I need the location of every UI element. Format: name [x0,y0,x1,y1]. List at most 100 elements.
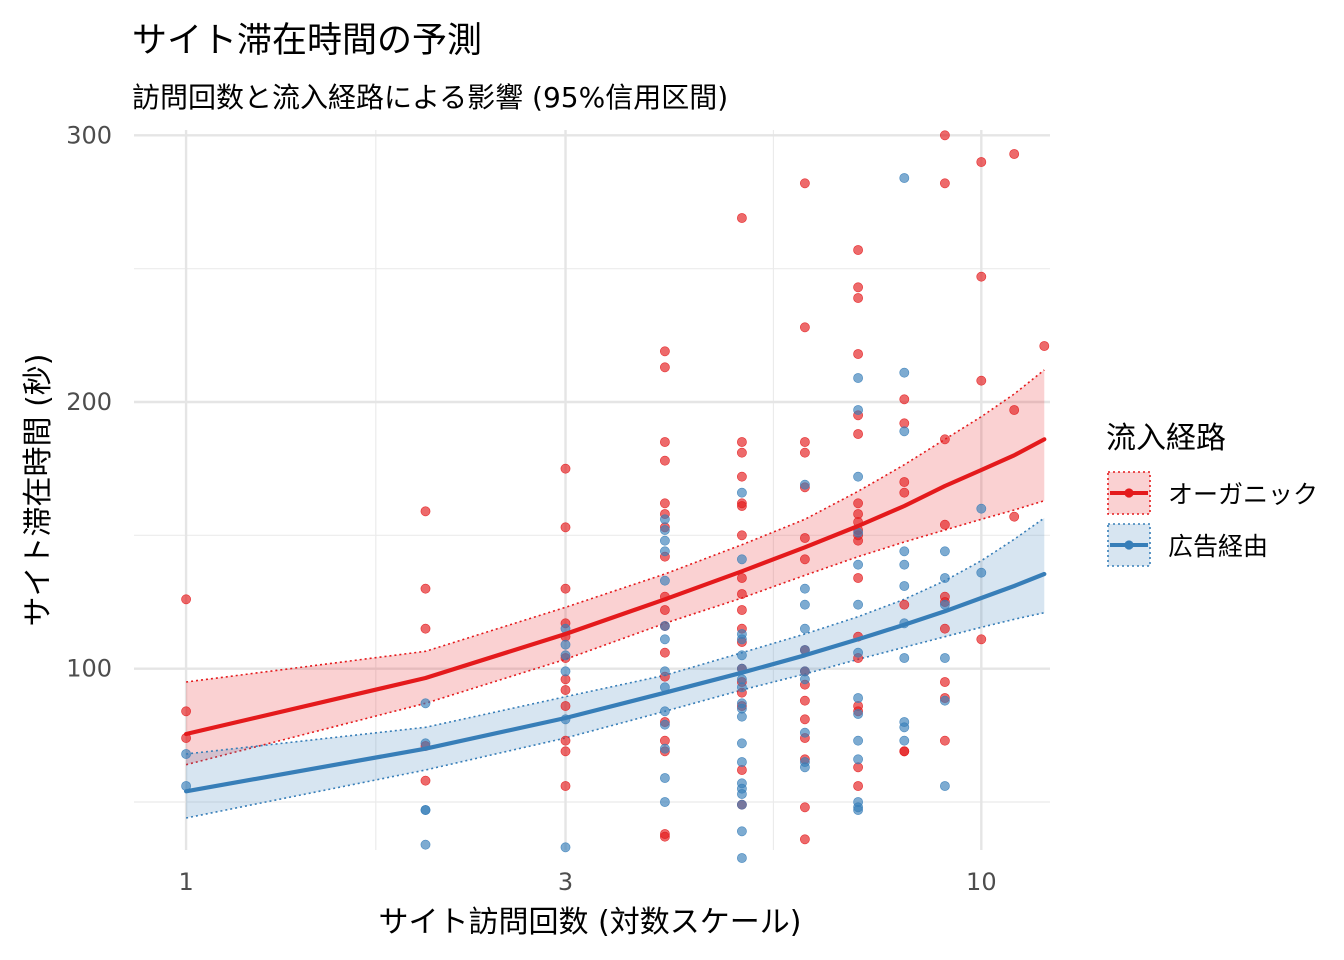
point-series-1-24 [660,743,670,754]
point-series-0-31 [660,647,670,658]
point-series-0-37 [660,831,670,842]
point-series-1-31 [737,650,747,661]
y-tick-label-2: 300 [66,121,112,149]
point-series-1-46 [800,479,810,490]
point-series-1-30 [737,634,747,645]
point-series-0-71 [800,834,810,845]
point-series-0-56 [800,178,810,189]
point-series-0-9 [560,522,571,533]
point-series-1-34 [737,682,747,693]
point-series-0-110 [976,375,987,386]
point-series-1-70 [899,173,910,183]
point-series-1-85 [940,695,950,706]
point-series-0-61 [800,533,810,543]
point-series-0-41 [737,471,747,482]
point-series-0-22 [660,437,670,447]
point-series-0-97 [899,746,910,757]
point-series-0-57 [800,322,810,333]
point-series-1-16 [660,546,670,557]
point-series-0-72 [853,245,863,255]
point-series-1-49 [800,623,810,634]
point-series-0-18 [560,746,571,757]
point-series-0-44 [737,530,747,541]
ribbon-lower-border-0 [185,499,1045,766]
point-series-1-47 [800,583,810,594]
point-series-1-72 [899,426,910,437]
ribbon-upper-border-1 [186,517,1045,755]
point-series-0-0 [181,594,191,605]
point-series-1-57 [853,405,863,415]
x-axis-title: サイト訪問回数 (対数スケール) [379,905,802,940]
legend-label-1: 広告経由 [1168,532,1268,561]
x-tick-label-1: 3 [558,868,573,896]
point-series-1-17 [660,575,670,586]
point-series-1-65 [853,735,863,746]
point-series-0-113 [1009,405,1020,415]
point-series-1-52 [800,674,810,685]
y-tick-label-1: 200 [66,388,112,416]
x-axis-ticks: 1 3 10 [178,868,996,896]
point-series-1-27 [737,487,747,498]
point-series-0-3 [420,506,431,517]
point-series-0-93 [899,477,910,487]
point-series-0-38 [737,213,747,223]
point-series-0-24 [660,498,670,509]
point-series-0-74 [853,293,863,303]
point-series-1-39 [737,757,747,767]
chart-title: サイト滞在時間の予測 [132,21,482,61]
point-series-0-10 [560,583,571,594]
point-series-0-99 [940,178,950,189]
point-series-1-28 [737,554,747,565]
point-series-1-88 [976,567,987,578]
point-series-1-44 [737,826,747,837]
point-series-1-15 [660,535,670,546]
legend-key-point-1 [1124,540,1134,550]
point-series-1-20 [660,666,670,677]
point-series-0-84 [853,573,863,583]
point-series-1-22 [660,706,670,717]
point-series-1-74 [899,559,910,570]
point-series-1-64 [853,709,863,719]
point-series-1-61 [853,599,863,610]
point-series-0-100 [940,434,950,445]
legend-item-0: オーガニック [1107,471,1318,515]
point-series-1-1 [181,749,191,759]
point-series-0-58 [800,437,810,447]
point-series-0-17 [560,735,571,746]
point-series-1-63 [853,693,863,703]
point-series-1-8 [560,639,571,650]
point-series-1-81 [940,546,950,557]
chart-subtitle: 訪問回数と流入経路による影響 (95%信用区間) [132,81,728,114]
point-series-1-38 [737,738,747,749]
point-series-0-7 [420,775,431,786]
point-series-0-104 [940,623,950,634]
point-series-1-79 [899,722,910,733]
point-series-0-75 [853,349,863,359]
point-series-1-80 [899,735,910,746]
legend-key-point-0 [1124,488,1134,498]
ribbon-series-1 [186,518,1045,818]
x-tick-label-2: 10 [966,868,997,896]
point-series-0-16 [560,701,571,711]
point-series-1-13 [660,514,670,525]
point-series-0-62 [800,554,810,565]
point-series-0-8 [560,463,571,474]
point-series-1-58 [853,471,863,482]
point-series-1-23 [660,719,670,730]
point-series-0-46 [737,589,747,599]
point-series-1-75 [899,581,910,591]
point-series-0-107 [940,735,950,746]
point-series-0-39 [737,437,747,447]
point-series-1-25 [660,773,670,783]
point-series-0-108 [976,157,987,167]
point-series-0-66 [800,695,810,706]
point-series-1-55 [800,762,810,773]
point-series-0-59 [800,447,810,458]
point-series-1-60 [853,559,863,570]
point-series-0-115 [1039,341,1050,351]
data-points [181,130,1050,863]
point-series-0-90 [853,781,863,791]
point-series-1-87 [976,503,987,514]
point-series-0-95 [899,599,910,610]
